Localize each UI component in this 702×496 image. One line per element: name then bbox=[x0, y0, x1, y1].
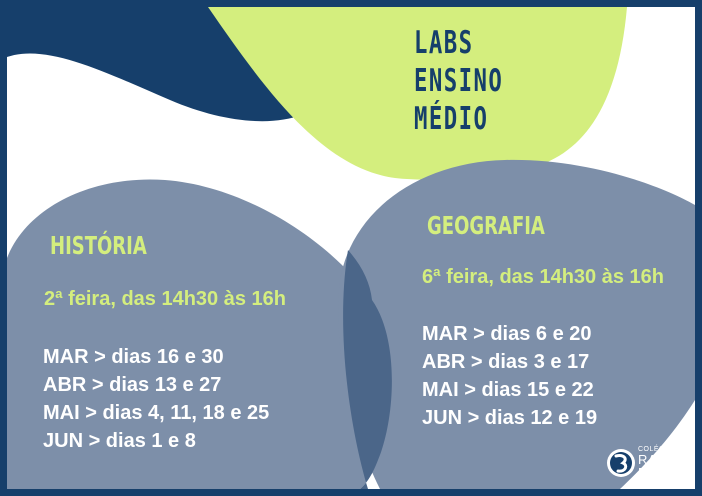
historia-heading: HISTÓRIA bbox=[50, 231, 147, 260]
poster-title: LABS ENSINO MÉDIO bbox=[414, 24, 503, 138]
geografia-dates: MAR > dias 6 e 20 ABR > dias 3 e 17 MAI … bbox=[422, 320, 597, 432]
historia-date-item: ABR > dias 13 e 27 bbox=[43, 374, 222, 396]
school-logo-icon bbox=[607, 449, 635, 477]
logo-line-1: COLÉGIO bbox=[638, 446, 674, 453]
logo-line-2: RAINHA bbox=[638, 452, 691, 467]
slate-blob-left bbox=[7, 179, 392, 489]
historia-date-item: JUN > dias 1 e 8 bbox=[43, 430, 196, 452]
slate-blob-right bbox=[338, 159, 695, 489]
lime-blob bbox=[208, 7, 627, 180]
overlap-shape bbox=[343, 250, 392, 489]
geografia-date-item: MAI > dias 15 e 22 bbox=[422, 379, 594, 401]
geografia-date-item: ABR > dias 3 e 17 bbox=[422, 351, 590, 373]
title-line-2: ENSINO bbox=[414, 63, 504, 99]
geografia-schedule: 6ª feira, das 14h30 às 16h bbox=[422, 266, 664, 288]
logo-line-3: DA PAZ bbox=[638, 465, 687, 480]
historia-date-item: MAI > dias 4, 11, 18 e 25 bbox=[43, 402, 270, 424]
geografia-date-item: MAR > dias 6 e 20 bbox=[422, 323, 592, 345]
historia-schedule: 2ª feira, das 14h30 às 16h bbox=[44, 288, 286, 310]
school-logo-text: COLÉGIO RAINHA DA PAZ bbox=[638, 446, 696, 479]
title-line-3: MÉDIO bbox=[414, 101, 489, 137]
school-logo: COLÉGIO RAINHA DA PAZ bbox=[606, 444, 696, 488]
title-line-1: LABS bbox=[414, 25, 474, 61]
historia-dates: MAR > dias 16 e 30 ABR > dias 13 e 27 MA… bbox=[43, 343, 269, 455]
historia-date-item: MAR > dias 16 e 30 bbox=[43, 346, 224, 368]
geografia-heading: GEOGRAFIA bbox=[427, 211, 545, 240]
geografia-date-item: JUN > dias 12 e 19 bbox=[422, 407, 598, 429]
